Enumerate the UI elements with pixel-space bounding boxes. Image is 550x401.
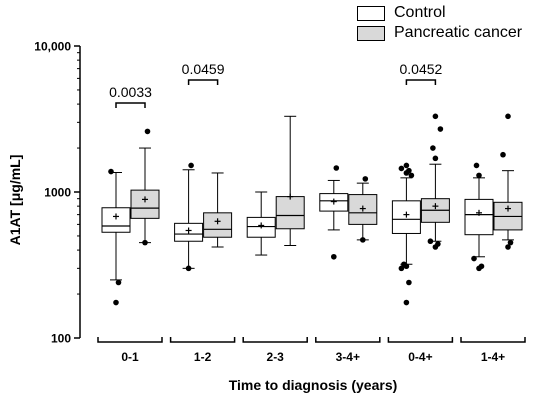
box-control-1-2 xyxy=(174,162,204,272)
outlier-point xyxy=(427,238,434,245)
outlier-point xyxy=(507,239,514,246)
box-plots xyxy=(101,113,523,306)
box-control-1-4+ xyxy=(464,162,494,272)
box-pancreatic-cancer-3-4+ xyxy=(348,176,378,243)
legend-swatch-pancreatic-cancer xyxy=(357,25,385,41)
x-tick-label: 2-3 xyxy=(267,350,285,364)
outlier-point xyxy=(398,165,405,172)
box-pancreatic-cancer-0-1 xyxy=(130,128,160,246)
outlier-point xyxy=(401,261,407,268)
outlier-point xyxy=(113,299,119,306)
box-control-3-4+ xyxy=(319,165,349,260)
x-tick-label: 0-4+ xyxy=(408,350,432,364)
outlier-point xyxy=(144,128,151,135)
box-iqr xyxy=(101,207,131,233)
outlier-point xyxy=(432,155,439,162)
outlier-point xyxy=(333,165,340,171)
outlier-point xyxy=(403,162,410,169)
box-iqr xyxy=(130,189,160,219)
outlier-point xyxy=(430,145,436,151)
x-tick-label: 1-2 xyxy=(194,350,212,364)
box-control-0-1 xyxy=(101,168,131,306)
outlier-point xyxy=(478,263,485,270)
legend-item-pancreatic-cancer: Pancreatic cancer xyxy=(357,23,522,43)
legend-label-control: Control xyxy=(394,4,446,21)
legend-swatch-control xyxy=(357,5,385,21)
outlier-point xyxy=(115,279,122,286)
box-control-0-4+ xyxy=(391,162,421,306)
outlier-point xyxy=(108,168,114,175)
legend-item-control: Control xyxy=(357,3,446,23)
outlier-point xyxy=(403,299,410,306)
box-pancreatic-cancer-0-4+ xyxy=(420,113,450,250)
p-value-label: 0.0459 xyxy=(182,61,225,77)
y-axis: 100 1000 10,000 xyxy=(34,40,81,346)
p-value-label: 0.0033 xyxy=(109,84,152,100)
outlier-point xyxy=(142,239,148,246)
box-iqr xyxy=(275,196,305,230)
significance-bracket xyxy=(115,102,146,108)
box-iqr xyxy=(391,200,421,234)
significance-annotations: 0.0033 0.0459 0.0452 xyxy=(109,61,443,108)
significance-bracket xyxy=(405,79,437,85)
box-iqr xyxy=(464,198,494,236)
outlier-point xyxy=(432,113,439,120)
x-category-bracket xyxy=(315,337,381,343)
outlier-point xyxy=(185,265,192,272)
outlier-point xyxy=(408,172,415,179)
x-tick-label: 1-4+ xyxy=(481,350,505,364)
x-tick-label: 3-4+ xyxy=(336,350,360,364)
outlier-point xyxy=(435,241,441,247)
legend-label-pancreatic-cancer: Pancreatic cancer xyxy=(394,24,523,41)
y-tick-label: 100 xyxy=(51,332,71,346)
outlier-point xyxy=(473,162,480,169)
outlier-point xyxy=(398,265,405,272)
significance-bracket xyxy=(187,79,219,85)
y-axis-label: A1AT [μg/mL] xyxy=(7,155,23,246)
outlier-point xyxy=(188,162,194,169)
x-category-bracket xyxy=(460,337,526,343)
box-pancreatic-cancer-2-3 xyxy=(275,115,305,247)
outlier-point xyxy=(437,126,444,132)
outlier-point xyxy=(500,151,506,158)
x-tick-label: 0-1 xyxy=(121,350,139,364)
box-pancreatic-cancer-1-2 xyxy=(203,172,233,248)
p-value-label: 0.0452 xyxy=(399,61,442,77)
x-axis-label: Time to diagnosis (years) xyxy=(229,377,398,393)
box-iqr xyxy=(203,212,233,238)
box-pancreatic-cancer-1-4+ xyxy=(493,113,523,250)
x-axis: 0-1 1-2 2-3 3-4+ 0-4+ 1-4+ xyxy=(97,337,526,364)
outlier-point xyxy=(362,176,369,182)
outlier-point xyxy=(331,253,337,260)
x-category-bracket xyxy=(169,337,236,343)
outlier-point xyxy=(471,255,477,262)
outlier-point xyxy=(476,172,482,179)
x-category-bracket xyxy=(242,337,308,343)
outlier-point xyxy=(360,237,366,243)
x-category-bracket xyxy=(387,337,454,343)
outlier-point xyxy=(505,244,511,250)
outlier-point xyxy=(406,279,412,286)
y-tick-label: 10,000 xyxy=(34,40,71,54)
box-control-2-3 xyxy=(246,191,276,256)
y-tick-label: 1000 xyxy=(44,186,71,200)
x-category-bracket xyxy=(97,337,163,343)
outlier-point xyxy=(406,167,412,174)
outlier-point xyxy=(505,113,511,120)
